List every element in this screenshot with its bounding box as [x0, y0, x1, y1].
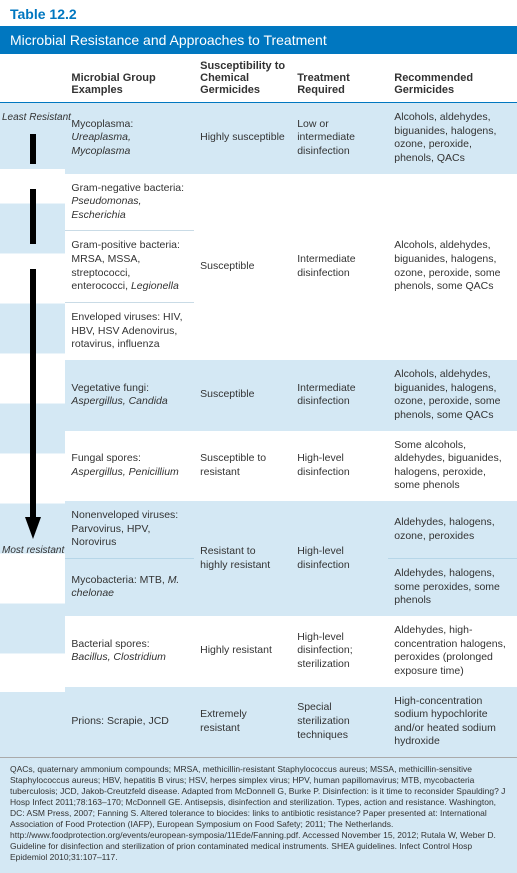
- cell-susc: Susceptible: [194, 174, 291, 360]
- footnote: QACs, quaternary ammonium compounds; MRS…: [0, 757, 517, 873]
- cell-treat: Low or intermediate disinfection: [291, 103, 388, 174]
- cell-group: Gram-negative bacteria: Pseudomonas, Esc…: [65, 174, 194, 231]
- cell-treat: Special sterilization techniques: [291, 687, 388, 758]
- table-row: Vegetative fungi: Aspergillus, Candida S…: [0, 360, 517, 431]
- cell-group: Fungal spores: Aspergillus, Penicillium: [65, 431, 194, 502]
- resistance-table: Microbial Group Examples Susceptibility …: [0, 54, 517, 757]
- cell-group: Mycoplasma: Ureaplasma, Mycoplasma: [65, 103, 194, 174]
- cell-susc: Highly susceptible: [194, 103, 291, 174]
- cell-group: Bacterial spores: Bacillus, Clostridium: [65, 616, 194, 687]
- table-row: Gram-negative bacteria: Pseudomonas, Esc…: [0, 174, 517, 231]
- cell-germ: Aldehydes, high-concentration halogens, …: [388, 616, 517, 687]
- table-row: Prions: Scrapie, JCD Extremely resistant…: [0, 687, 517, 758]
- cell-susc: Resistant to highly resistant: [194, 501, 291, 616]
- cell-group: Vegetative fungi: Aspergillus, Candida: [65, 360, 194, 431]
- cell-treat: High-level disinfection: [291, 431, 388, 502]
- cell-treat: High-level disinfection: [291, 501, 388, 616]
- cell-susc: Highly resistant: [194, 616, 291, 687]
- cell-germ: Alcohols, aldehydes, biguanides, halogen…: [388, 174, 517, 360]
- resistance-arrow-icon: [23, 124, 43, 544]
- header-germ: Recommended Germicides: [388, 54, 517, 103]
- cell-treat: Intermediate disinfection: [291, 174, 388, 360]
- table-number: Table 12.2: [0, 0, 517, 26]
- cell-group: Gram-positive bacteria: MRSA, MSSA, stre…: [65, 231, 194, 303]
- cell-group: Enveloped viruses: HIV, HBV, HSV Adenovi…: [65, 303, 194, 360]
- table-row: Least Resistant Most resistant Mycoplasm…: [0, 103, 517, 174]
- cell-germ: Some alcohols, aldehydes, biguanides, ha…: [388, 431, 517, 502]
- header-blank: [0, 54, 65, 103]
- least-resistant-label: Least Resistant: [2, 111, 63, 124]
- cell-treat: Intermediate disinfection: [291, 360, 388, 431]
- most-resistant-label: Most resistant: [2, 544, 63, 557]
- cell-susc: Extremely resistant: [194, 687, 291, 758]
- cell-germ: High-concentration sodium hypochlorite a…: [388, 687, 517, 758]
- table-row: Nonenveloped viruses: Parvovirus, HPV, N…: [0, 501, 517, 558]
- resistance-arrow-cell: Least Resistant Most resistant: [0, 103, 65, 758]
- cell-susc: Susceptible to resistant: [194, 431, 291, 502]
- table-title: Microbial Resistance and Approaches to T…: [0, 26, 517, 54]
- header-group: Microbial Group Examples: [65, 54, 194, 103]
- header-susc: Susceptibility to Chemical Germicides: [194, 54, 291, 103]
- table-row: Bacterial spores: Bacillus, Clostridium …: [0, 616, 517, 687]
- cell-group: Nonenveloped viruses: Parvovirus, HPV, N…: [65, 501, 194, 558]
- cell-germ: Aldehydes, halogens, ozone, peroxides: [388, 501, 517, 558]
- cell-susc: Susceptible: [194, 360, 291, 431]
- cell-treat: High-level disinfection; sterilization: [291, 616, 388, 687]
- cell-group: Mycobacteria: MTB, M. chelonae: [65, 559, 194, 616]
- cell-group: Prions: Scrapie, JCD: [65, 687, 194, 758]
- table-row: Fungal spores: Aspergillus, Penicillium …: [0, 431, 517, 502]
- header-treat: Treatment Required: [291, 54, 388, 103]
- cell-germ: Aldehydes, halogens, some peroxides, som…: [388, 559, 517, 616]
- cell-germ: Alcohols, aldehydes, biguanides, halogen…: [388, 103, 517, 174]
- header-row: Microbial Group Examples Susceptibility …: [0, 54, 517, 103]
- cell-germ: Alcohols, aldehydes, biguanides, halogen…: [388, 360, 517, 431]
